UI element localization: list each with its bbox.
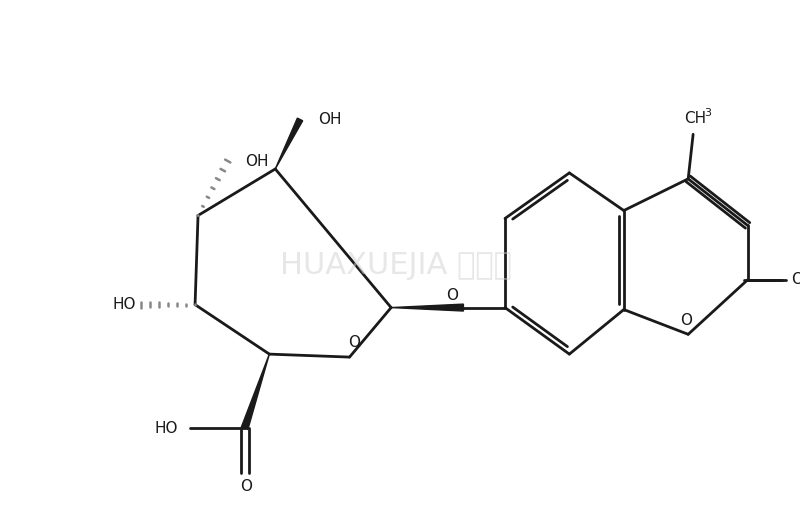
Text: HO: HO — [112, 297, 136, 312]
Text: O: O — [241, 479, 253, 494]
Text: O: O — [349, 335, 361, 350]
Text: O: O — [446, 288, 458, 303]
Text: OH: OH — [318, 112, 342, 127]
Polygon shape — [242, 354, 270, 429]
Text: O: O — [791, 272, 800, 287]
Text: OH: OH — [246, 154, 269, 169]
Polygon shape — [275, 118, 302, 169]
Polygon shape — [391, 304, 463, 311]
Text: 3: 3 — [705, 108, 711, 118]
Text: CH: CH — [684, 111, 706, 126]
Text: O: O — [680, 313, 692, 328]
Text: HO: HO — [154, 421, 178, 436]
Text: HUAXUEJIA 化学加: HUAXUEJIA 化学加 — [280, 251, 512, 279]
